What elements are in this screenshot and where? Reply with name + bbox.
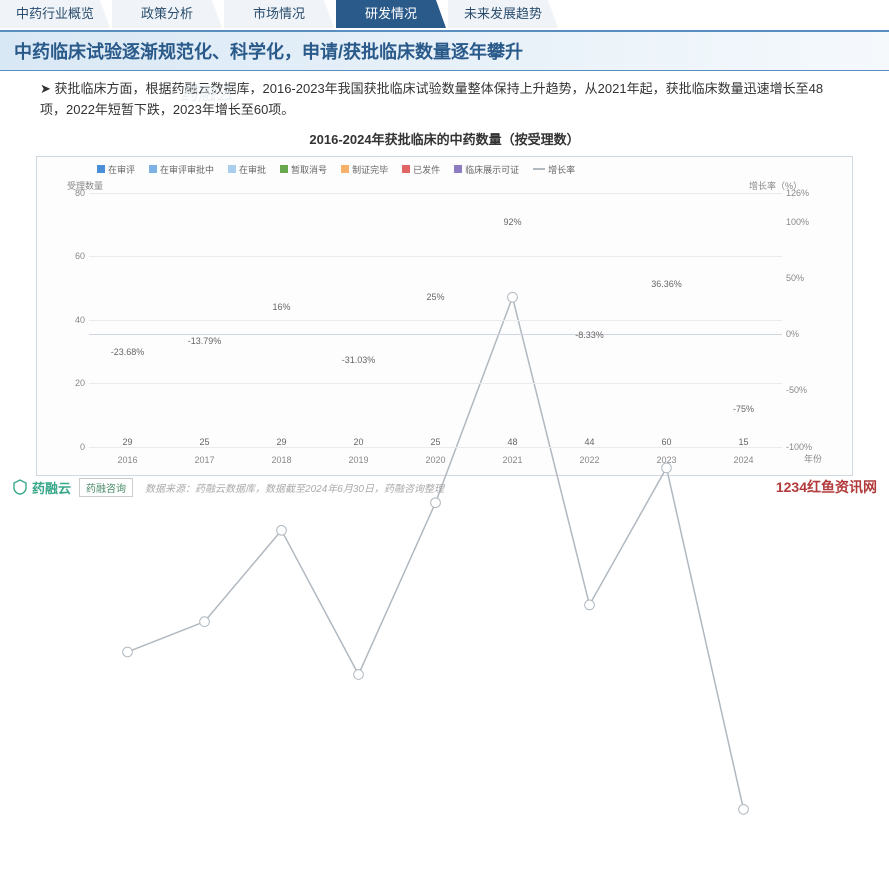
tab-0[interactable]: 中药行业概览 — [0, 0, 110, 28]
line-point-label: 36.36% — [651, 279, 682, 289]
legend-item: 在审批 — [228, 163, 266, 176]
desc-text: 获批临床方面，根据药融云数据库，2016-2023年我国获批临床试验数量整体保持… — [40, 79, 849, 121]
y-tick-right: -100% — [786, 442, 824, 452]
grid-line — [89, 193, 782, 194]
tab-1[interactable]: 政策分析 — [112, 0, 222, 28]
y-tick-right: 0% — [786, 329, 824, 339]
y-tick-right: 126% — [786, 188, 824, 198]
legend-item: 在审评 — [97, 163, 135, 176]
page-title: 中药临床试验逐渐规范化、科学化，申请/获批临床数量逐年攀升 — [14, 38, 875, 64]
legend-item: 增长率 — [533, 163, 575, 176]
grid-line — [89, 256, 782, 257]
tab-2[interactable]: 市场情况 — [224, 0, 334, 28]
grid-line — [89, 447, 782, 448]
chart-title: 2016-2024年获批临床的中药数量（按受理数） — [0, 125, 889, 152]
y-tick-left: 80 — [61, 188, 85, 198]
footer-logo2: 药融咨询 — [79, 478, 133, 497]
tab-bar: 中药行业概览政策分析市场情况研发情况未来发展趋势 — [0, 0, 889, 30]
footer-source: 数据来源：药融云数据库，数据截至2024年6月30日，药融咨询整理 — [145, 480, 444, 495]
footer-right: 1234红鱼资讯网 — [776, 477, 877, 497]
tab-3[interactable]: 研发情况 — [336, 0, 446, 28]
legend-item: 在审评审批中 — [149, 163, 214, 176]
y-tick-left: 20 — [61, 378, 85, 388]
line-point-label: -75% — [733, 404, 754, 414]
y-tick-left: 40 — [61, 315, 85, 325]
title-bar: 中药临床试验逐渐规范化、科学化，申请/获批临床数量逐年攀升 — [0, 30, 889, 71]
line-point-label: 16% — [272, 302, 290, 312]
line-point-label: -13.79% — [188, 336, 222, 346]
line-point-label: 92% — [503, 217, 521, 227]
y-tick-left: 0 — [61, 442, 85, 452]
grid-line — [89, 320, 782, 321]
legend-item: 暂取消号 — [280, 163, 327, 176]
chart-legend: 在审评 在审评审批中 在审批 暂取消号 制证完毕 已发件 临床展示可证 增长率 — [97, 163, 832, 176]
legend-item: 临床展示可证 — [454, 163, 519, 176]
plot-area: 201620172018201920202021202220232024 年份 … — [89, 193, 782, 447]
grid-line — [89, 383, 782, 384]
legend-item: 制证完毕 — [341, 163, 388, 176]
y-tick-right: -50% — [786, 385, 824, 395]
footer-logo-text: 药融云 — [32, 478, 71, 497]
line-point-label: -23.68% — [111, 347, 145, 357]
y-tick-left: 60 — [61, 251, 85, 261]
chart-container: 在审评在审评审批中在审批暂取消号制证完毕已发件临床展示可证增长率 受理数量 增长… — [36, 156, 853, 476]
footer: 药融云 药融咨询 数据来源：药融云数据库，数据截至2024年6月30日，药融咨询… — [0, 474, 889, 500]
y-tick-right: 50% — [786, 273, 824, 283]
footer-logo-icon: 药融云 — [12, 478, 71, 497]
line-point-label: -31.03% — [342, 355, 376, 365]
line-point-label: -8.33% — [575, 330, 604, 340]
legend-item: 已发件 — [402, 163, 440, 176]
line-point-label: 25% — [426, 292, 444, 302]
description: 获批临床方面，根据药融云数据库，2016-2023年我国获批临床试验数量整体保持… — [0, 71, 889, 125]
x-axis-label: 年份 — [804, 452, 822, 465]
tab-4[interactable]: 未来发展趋势 — [448, 0, 558, 28]
y-tick-right: 100% — [786, 217, 824, 227]
